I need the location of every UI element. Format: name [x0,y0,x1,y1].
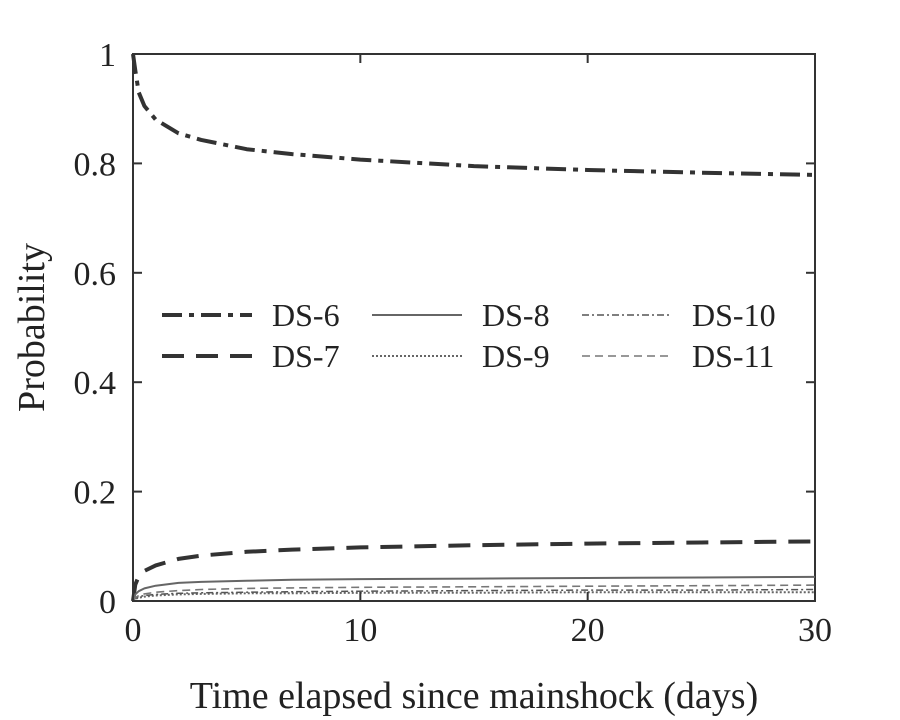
plot-area [132,53,816,602]
y-tick-label: 0 [99,584,116,621]
plot-frame [132,53,816,602]
legend-label-ds-8: DS-8 [482,297,550,333]
y-tick-label: 0.2 [74,475,117,512]
legend: DS-6 DS-7 DS-8 DS-9 DS-10 DS-11 [162,297,776,374]
x-axis-title: Time elapsed since mainshock (days) [190,675,758,717]
y-axis-title: Probability [11,243,53,412]
legend-label-ds-9: DS-9 [482,338,550,374]
x-tick-label: 20 [571,612,605,649]
series-line-ds-10 [132,588,816,602]
legend-label-ds-10: DS-10 [692,297,776,333]
y-tick-label: 0.8 [74,146,117,183]
y-tick-label: 0.4 [74,365,117,402]
x-tick-label: 30 [798,612,832,649]
legend-label-ds-11: DS-11 [692,338,774,374]
legend-label-ds-6: DS-6 [272,297,340,333]
y-tick-label: 1 [99,37,116,74]
x-tick-label: 0 [125,612,142,649]
series-line-ds-9 [132,591,815,602]
y-tick-label: 0.6 [74,256,117,293]
axes-layer: 0 10 20 30 0 0.2 0.4 0.6 0.8 1 [74,37,833,649]
series-line-ds-11 [132,584,816,602]
series-layer [131,53,816,602]
legend-label-ds-7: DS-7 [272,338,340,374]
x-tick-label: 10 [343,612,377,649]
series-line-ds-7 [131,539,816,602]
series-line-ds-6 [131,53,816,177]
series-line-ds-8 [132,575,816,602]
